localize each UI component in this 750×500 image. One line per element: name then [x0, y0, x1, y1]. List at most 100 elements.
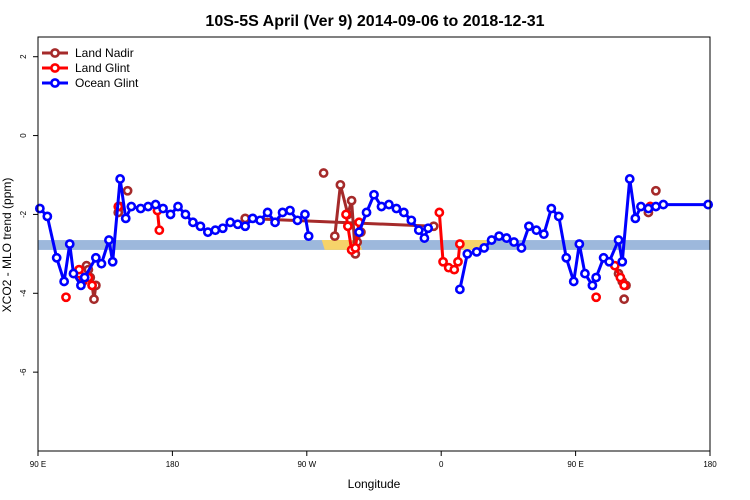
data-point	[285, 205, 295, 216]
data-point	[703, 199, 714, 210]
x-tick-label: 0	[439, 460, 444, 469]
data-point	[122, 185, 133, 196]
data-point	[406, 215, 417, 226]
data-point	[354, 227, 364, 238]
data-point	[419, 233, 430, 243]
data-point	[617, 256, 628, 267]
y-axis-label: XCO2 - MLO trend (ppm)	[0, 178, 14, 313]
data-point	[615, 272, 626, 283]
data-point	[650, 201, 661, 212]
data-point	[361, 207, 372, 218]
legend-label: Ocean Glint	[75, 76, 139, 90]
x-tick-label: 90 W	[297, 460, 316, 469]
x-tick-label: 180	[703, 460, 717, 469]
data-point	[255, 215, 266, 226]
data-point	[509, 237, 519, 247]
legend-item: Ocean Glint	[42, 76, 139, 90]
data-point	[531, 225, 542, 236]
data-point	[591, 272, 602, 283]
legend-item: Land Nadir	[42, 46, 134, 60]
data-point	[59, 276, 70, 287]
data-point	[335, 179, 346, 190]
data-point	[188, 217, 198, 228]
data-point	[240, 221, 251, 232]
data-point	[104, 235, 114, 245]
data-point	[76, 280, 86, 291]
data-point	[292, 215, 303, 226]
data-point	[516, 243, 527, 253]
data-point	[150, 199, 161, 210]
data-point	[232, 219, 243, 230]
data-point	[454, 239, 465, 249]
legend-item: Land Glint	[42, 61, 130, 75]
data-point	[538, 229, 549, 240]
plot-frame	[37, 36, 711, 452]
x-tick-label: 90 E	[567, 460, 583, 469]
data-point	[546, 203, 557, 214]
y-tick-label: -2	[19, 210, 28, 218]
chart-title: 10S-5S April (Ver 9) 2014-09-06 to 2018-…	[205, 13, 544, 30]
data-point	[524, 221, 534, 232]
data-point	[143, 201, 154, 212]
data-point	[553, 211, 564, 222]
data-point	[135, 203, 146, 214]
x-tick-label: 180	[166, 460, 180, 469]
data-point	[68, 268, 79, 279]
data-point	[479, 243, 490, 253]
data-point	[96, 258, 107, 269]
data-point	[494, 231, 504, 242]
data-point	[486, 235, 497, 245]
data-point	[636, 201, 646, 212]
legend-label: Land Glint	[75, 61, 130, 75]
y-axis-ticks: 2 0 -2 -4 -6	[19, 54, 38, 376]
series-layer	[34, 168, 714, 305]
y-tick-label: -6	[19, 368, 28, 376]
data-point	[240, 213, 251, 224]
data-point	[341, 209, 351, 220]
data-point	[225, 217, 236, 228]
data-point	[61, 292, 71, 303]
data-point	[195, 221, 206, 232]
data-point	[107, 256, 118, 267]
data-point	[574, 239, 585, 249]
data-point	[369, 189, 379, 200]
legend-marker	[50, 63, 60, 73]
data-point	[79, 272, 90, 283]
data-point	[90, 252, 101, 263]
data-point	[329, 231, 340, 242]
data-point	[34, 203, 45, 214]
y-tick-label: 0	[19, 133, 28, 138]
data-point	[115, 174, 126, 184]
data-point	[619, 280, 630, 291]
data-point	[501, 233, 512, 243]
data-point	[391, 203, 402, 214]
data-point	[413, 225, 424, 236]
data-point	[180, 209, 191, 220]
data-point	[270, 217, 280, 228]
data-point	[453, 256, 463, 267]
y-tick-label: -4	[19, 289, 28, 297]
data-point	[624, 174, 635, 184]
data-point	[438, 256, 448, 267]
data-point	[51, 252, 62, 263]
data-point	[173, 201, 183, 212]
x-axis-ticks: 90 E 180 90 W 0 90 E 180	[30, 451, 717, 469]
data-point	[462, 248, 473, 259]
x-tick-label: 90 E	[30, 460, 46, 469]
data-point	[561, 252, 572, 263]
data-point	[604, 256, 615, 267]
data-point	[580, 268, 590, 279]
data-point	[42, 211, 53, 222]
data-point	[613, 235, 624, 245]
data-point	[154, 225, 165, 236]
data-point	[126, 201, 137, 212]
data-point	[303, 231, 314, 242]
data-point	[630, 213, 641, 224]
data-point	[384, 199, 394, 210]
data-point	[434, 207, 445, 218]
x-axis-label: Longitude	[348, 477, 401, 491]
data-point	[587, 280, 598, 291]
data-point	[300, 209, 310, 220]
